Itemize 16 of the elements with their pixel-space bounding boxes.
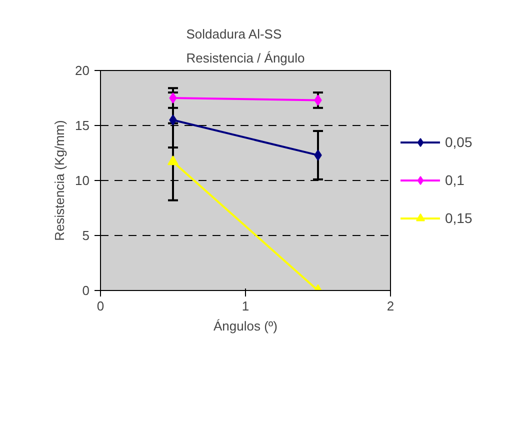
point [169,114,177,126]
x-tick-label: 0 [96,298,104,314]
x-tick-label: 2 [386,298,394,314]
chart-title: Soldadura Al-SS Resistencia / Ángulo [186,26,305,66]
legend-label: 0,15 [445,210,474,226]
point [169,92,177,104]
y-tick-label: 15 [75,118,90,133]
y-tick-label: 10 [75,173,90,188]
legend-label: 0,1 [445,172,466,188]
y-tick-label: 20 [75,63,90,78]
y-axis-title: Resistencia (Kg/mm) [52,120,68,241]
x-tick-label: 1 [242,298,250,314]
x-axis-title: Ángulos (º) [214,318,278,334]
y-tick-label: 0 [82,283,90,298]
y-tick-label: 5 [82,228,90,243]
legend-label: 0,05 [445,134,474,150]
